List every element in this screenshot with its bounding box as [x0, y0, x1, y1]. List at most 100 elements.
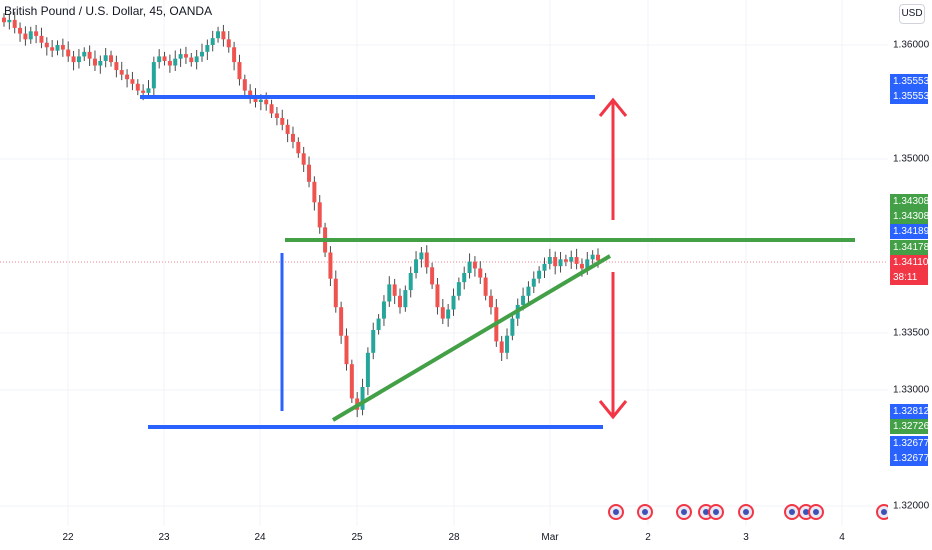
price-label: 1.32726 — [890, 419, 929, 434]
price-chart[interactable] — [0, 0, 888, 526]
candle-body — [216, 31, 221, 39]
candle-body — [242, 79, 247, 91]
x-tick-label: 2 — [645, 532, 651, 543]
candle-body — [392, 284, 397, 296]
candle-body — [178, 54, 183, 59]
candle-body — [167, 60, 172, 66]
candle-body — [398, 295, 402, 308]
candle-body — [440, 307, 445, 319]
triangle-trendline — [331, 254, 612, 422]
x-tick-label: Mar — [541, 532, 559, 543]
candle-body — [157, 56, 162, 63]
candle-body — [317, 202, 322, 228]
candle-body — [542, 263, 547, 271]
event-flag-icon[interactable] — [637, 504, 653, 520]
candle-body — [435, 284, 440, 308]
y-tick-label: 1.33500 — [893, 327, 930, 339]
time-axis[interactable] — [0, 526, 888, 550]
candle-body — [290, 133, 295, 142]
candle-body — [483, 277, 488, 296]
candle-body — [472, 261, 477, 269]
candle-body — [365, 352, 370, 387]
arrow-up-head — [598, 97, 628, 117]
candle-body — [55, 45, 60, 51]
candle-body — [66, 49, 71, 57]
candle-body — [125, 74, 130, 80]
candle-body — [585, 259, 590, 269]
candle-body — [280, 117, 285, 125]
price-label: 1.34308 — [890, 209, 929, 224]
candle-body — [312, 181, 317, 203]
candle-body — [408, 273, 413, 291]
candle-body — [200, 51, 204, 57]
price-label: 1.34110 — [890, 255, 928, 270]
candle-body — [60, 45, 65, 50]
candle-body — [2, 17, 6, 23]
candle-body — [194, 56, 199, 63]
candle-body — [381, 301, 386, 319]
event-flag-icon[interactable] — [608, 504, 624, 520]
event-flag-icon[interactable] — [708, 504, 724, 520]
candle-body — [87, 51, 92, 59]
candle-body — [258, 99, 263, 102]
candle-body — [119, 70, 124, 75]
price-label: 1.35553 — [890, 89, 929, 104]
price-label: 1.35553 — [890, 74, 929, 89]
symbol-title: British Pound / U.S. Dollar, 45, OANDA — [4, 4, 213, 18]
candle-body — [44, 42, 49, 48]
candle-body — [574, 257, 579, 264]
event-flag-icon[interactable] — [808, 504, 824, 520]
price-label: 1.32677 — [890, 451, 929, 466]
candle-body — [103, 55, 108, 61]
event-flag-icon[interactable] — [876, 504, 888, 520]
candle-body — [371, 330, 376, 353]
candle-body — [403, 290, 408, 308]
candle-body — [569, 257, 574, 262]
candle-body — [71, 56, 76, 63]
candle-body — [210, 38, 215, 45]
x-tick-label: 22 — [62, 532, 74, 543]
x-tick-label: 24 — [254, 532, 266, 543]
candle-body — [531, 278, 536, 287]
candle-body — [173, 58, 178, 66]
candle-body — [232, 47, 237, 63]
candle-body — [264, 99, 269, 105]
candle-body — [23, 33, 28, 40]
candle-body — [189, 57, 194, 63]
candle-body — [339, 307, 344, 336]
candle-body — [221, 31, 226, 40]
candle-body — [82, 51, 87, 57]
price-label: 1.32812 — [890, 404, 929, 419]
candle-body — [151, 62, 156, 89]
candle-body — [237, 62, 242, 80]
price-label: 1.34178 — [890, 240, 929, 255]
y-tick-label: 1.33000 — [893, 384, 930, 396]
event-flag-icon[interactable] — [784, 504, 800, 520]
x-tick-label: 28 — [448, 532, 460, 543]
candle-body — [135, 83, 140, 91]
event-flag-icon[interactable] — [676, 504, 692, 520]
candle-body — [563, 259, 568, 262]
candle-body — [553, 257, 558, 267]
candle-body — [376, 318, 381, 330]
candle-body — [579, 263, 584, 269]
candle-body — [505, 335, 510, 353]
price-label: 1.34189 — [890, 224, 929, 239]
candle-body — [146, 88, 151, 93]
candle-body — [307, 164, 312, 182]
candle-body — [558, 259, 563, 267]
y-tick-label: 1.36000 — [893, 39, 930, 51]
currency-button[interactable]: USD — [899, 4, 925, 24]
candle-body — [92, 58, 97, 66]
candle-body — [414, 259, 419, 273]
candle-body — [521, 295, 526, 305]
candle-body — [424, 252, 429, 268]
candle-body — [18, 27, 23, 34]
candle-body — [526, 286, 531, 296]
event-flag-icon[interactable] — [738, 504, 754, 520]
candle-body — [39, 35, 44, 43]
candle-body — [12, 19, 17, 28]
candle-body — [98, 60, 103, 66]
candle-body — [333, 278, 338, 308]
candle-body — [344, 335, 349, 365]
